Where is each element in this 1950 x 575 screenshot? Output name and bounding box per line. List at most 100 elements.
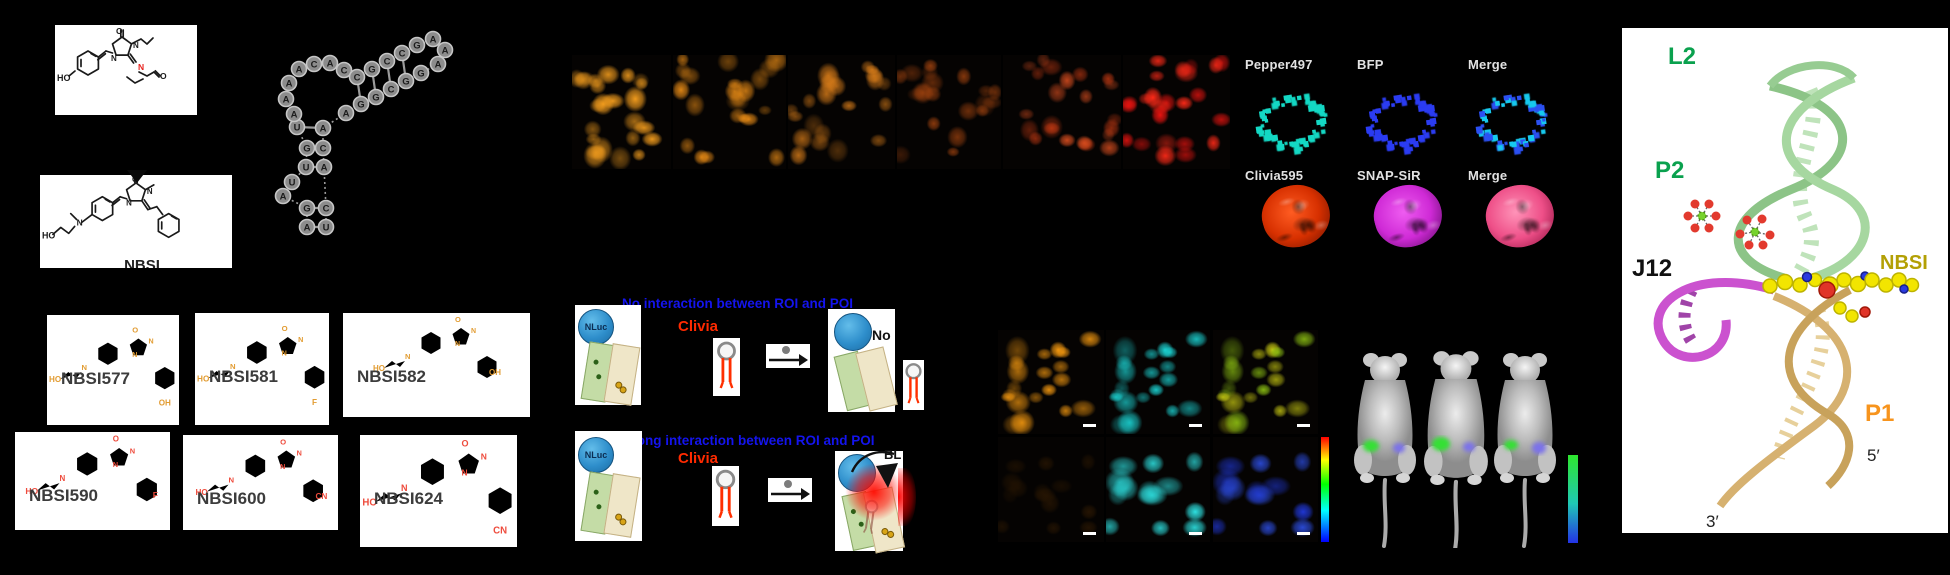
nbsi581-structure: HO N O N N F bbox=[197, 324, 329, 407]
p1-label: P1 bbox=[1865, 400, 1894, 427]
red-glow-bulge bbox=[898, 468, 916, 526]
svg-text:HO: HO bbox=[373, 364, 385, 373]
merge2-image bbox=[1478, 176, 1562, 256]
svg-text:G: G bbox=[402, 76, 409, 87]
hbi-structure-drawing: HO O N N N O bbox=[57, 26, 167, 84]
svg-text:N: N bbox=[481, 452, 487, 462]
nbsi582-structure: HO N O N N OH bbox=[373, 315, 501, 405]
variant-panel-nbsi590: HO N O N N F NBSI590 bbox=[15, 432, 170, 530]
svg-text:HO: HO bbox=[25, 486, 38, 496]
svg-text:C: C bbox=[399, 48, 406, 59]
svg-text:HO: HO bbox=[49, 375, 61, 384]
svg-text:A: A bbox=[442, 45, 449, 56]
nbsi582-label: NBSI582 bbox=[357, 367, 426, 386]
svg-text:U: U bbox=[303, 162, 310, 173]
down-arrow-icon bbox=[127, 170, 147, 183]
svg-text:O: O bbox=[280, 437, 286, 446]
clivia-label-2: Clivia bbox=[678, 450, 719, 467]
ion-cluster-2 bbox=[1735, 214, 1775, 250]
bl-curved-arrow bbox=[850, 450, 898, 488]
svg-text:F: F bbox=[153, 490, 158, 500]
nbsi590-structure: HO N O N N F bbox=[25, 435, 158, 530]
no-text: No bbox=[872, 327, 891, 343]
bfp-image bbox=[1344, 65, 1456, 168]
svg-text:N: N bbox=[228, 476, 234, 485]
svg-text:HO: HO bbox=[42, 230, 55, 240]
svg-text:OH: OH bbox=[159, 399, 171, 408]
svg-text:HO: HO bbox=[195, 488, 208, 497]
nbsi577-structure: HO N O N N OH bbox=[49, 325, 179, 408]
svg-text:N: N bbox=[455, 341, 460, 348]
svg-text:G: G bbox=[303, 143, 310, 154]
svg-text:OH: OH bbox=[489, 368, 501, 377]
svg-text:N: N bbox=[126, 199, 132, 208]
svg-text:G: G bbox=[357, 99, 364, 110]
variant-panel-nbsi624: HO N O N N CN NBSI624 bbox=[360, 435, 517, 547]
mice-imaging-panel bbox=[1353, 348, 1557, 548]
rna-3d-structure-panel: L2 P2 J12 NBSI P1 5′ 3′ bbox=[1622, 28, 1948, 533]
svg-text:N: N bbox=[82, 363, 88, 372]
nluc-circle-result-1 bbox=[834, 313, 872, 351]
svg-text:U: U bbox=[323, 222, 330, 233]
svg-text:O: O bbox=[455, 315, 461, 324]
svg-text:N: N bbox=[77, 217, 83, 227]
mice-colorbar bbox=[1568, 455, 1578, 543]
nbsi-label-clipped: NBSI bbox=[124, 258, 160, 268]
svg-text:CN: CN bbox=[315, 492, 327, 501]
svg-text:N: N bbox=[149, 338, 154, 346]
svg-text:N: N bbox=[113, 460, 118, 469]
svg-text:A: A bbox=[304, 222, 311, 233]
reaction-arrow-1 bbox=[769, 346, 808, 366]
svg-text:N: N bbox=[138, 62, 144, 72]
svg-text:A: A bbox=[280, 191, 287, 202]
svg-text:O: O bbox=[282, 324, 288, 333]
svg-text:U: U bbox=[294, 122, 301, 133]
svg-text:G: G bbox=[372, 92, 379, 103]
nbsi624-structure: HO N O N N CN bbox=[362, 438, 517, 536]
svg-text:A: A bbox=[435, 59, 442, 70]
svg-text:N: N bbox=[147, 187, 153, 196]
svg-text:N: N bbox=[282, 349, 287, 358]
svg-text:N: N bbox=[471, 328, 476, 335]
svg-text:N: N bbox=[461, 467, 467, 477]
strong-interaction-title: Strong interaction between ROI and POI bbox=[618, 433, 875, 448]
merge1-image bbox=[1454, 65, 1566, 168]
nbsi-chromophore-panel: HO N O N N NBSI bbox=[40, 175, 232, 268]
svg-text:A: A bbox=[320, 123, 327, 134]
nbsi624-label: NBSI624 bbox=[374, 489, 443, 508]
cell-image-red bbox=[1123, 55, 1230, 169]
result-box-no: No bbox=[828, 309, 898, 412]
clivia-label-1: Clivia bbox=[678, 318, 719, 335]
svg-text:G: G bbox=[368, 64, 375, 75]
svg-text:HO: HO bbox=[57, 73, 71, 83]
rna-3d-structure: L2 P2 J12 NBSI P1 5′ 3′ bbox=[1632, 43, 1928, 531]
svg-text:C: C bbox=[320, 143, 327, 154]
svg-text:N: N bbox=[59, 474, 65, 483]
svg-text:N: N bbox=[298, 335, 303, 344]
micrograph-cyan bbox=[1106, 330, 1210, 434]
five-prime-label: 5′ bbox=[1867, 446, 1880, 465]
ion-cluster-1 bbox=[1683, 199, 1721, 233]
svg-text:C: C bbox=[354, 72, 361, 83]
svg-text:A: A bbox=[343, 108, 350, 119]
bfp-label: BFP bbox=[1357, 57, 1384, 72]
svg-text:C: C bbox=[388, 84, 395, 95]
snap-sir-image bbox=[1366, 176, 1450, 256]
jet-colorbar bbox=[1321, 437, 1329, 542]
cell-image-orange-1 bbox=[572, 55, 671, 169]
nluc-circle-1: NLuc bbox=[578, 309, 614, 345]
clivia595-image bbox=[1254, 176, 1338, 256]
hairpin-icon-2 bbox=[712, 466, 739, 526]
cell-image-red-orange bbox=[1003, 55, 1121, 169]
nbsi-ligand-spheres bbox=[1762, 271, 1920, 323]
svg-text:O: O bbox=[461, 438, 468, 448]
nluc-complex-box-1: NLuc bbox=[575, 305, 641, 406]
svg-text:C: C bbox=[384, 56, 391, 67]
svg-text:N: N bbox=[297, 449, 302, 458]
svg-text:A: A bbox=[327, 58, 334, 69]
svg-text:O: O bbox=[116, 26, 123, 36]
no-interaction-title: No interaction between ROI and POI bbox=[622, 296, 854, 311]
pepper497-image bbox=[1234, 65, 1346, 168]
